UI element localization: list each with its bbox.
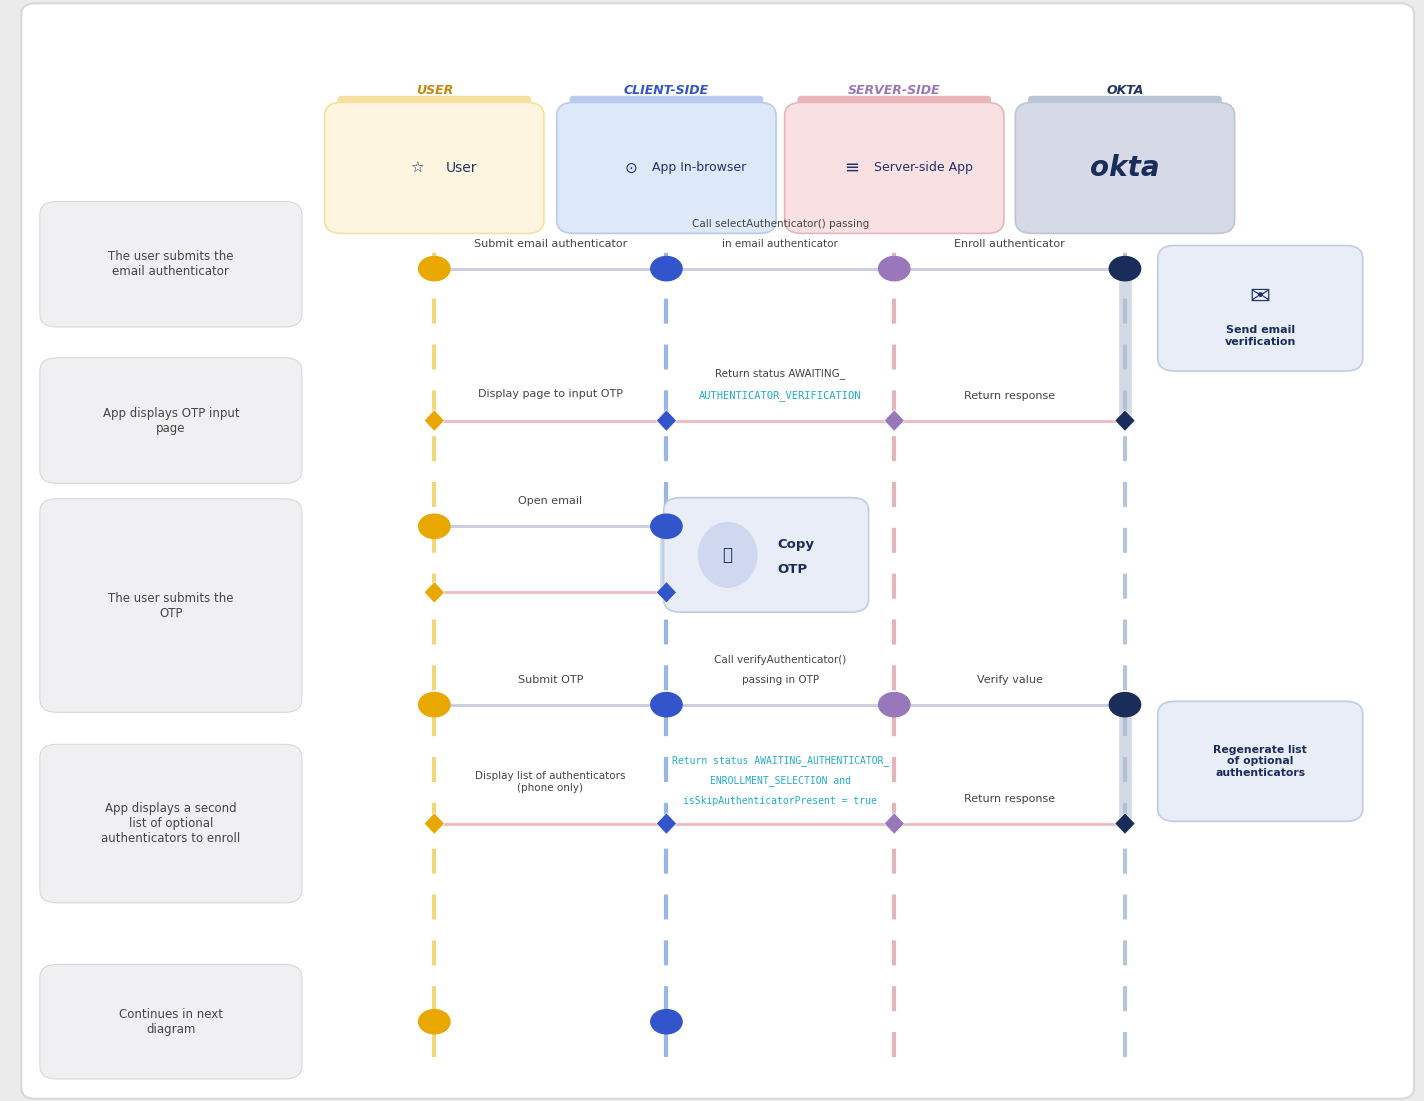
Text: The user submits the
email authenticator: The user submits the email authenticator <box>108 250 234 279</box>
Circle shape <box>419 693 450 717</box>
Polygon shape <box>656 410 676 432</box>
Text: Return status AWAITING_AUTHENTICATOR_: Return status AWAITING_AUTHENTICATOR_ <box>672 755 889 766</box>
Text: isSkipAuthenticatorPresent = true: isSkipAuthenticatorPresent = true <box>684 796 877 806</box>
Circle shape <box>651 257 682 281</box>
Circle shape <box>651 1010 682 1034</box>
FancyBboxPatch shape <box>1158 701 1363 821</box>
Text: ≡: ≡ <box>844 159 859 177</box>
FancyBboxPatch shape <box>1028 96 1222 113</box>
Text: CLIENT-SIDE: CLIENT-SIDE <box>624 84 709 97</box>
Circle shape <box>651 514 682 538</box>
Text: The user submits the
OTP: The user submits the OTP <box>108 591 234 620</box>
FancyBboxPatch shape <box>40 201 302 327</box>
Text: Submit OTP: Submit OTP <box>518 675 582 685</box>
Text: User: User <box>446 161 477 175</box>
Polygon shape <box>656 581 676 603</box>
Circle shape <box>419 257 450 281</box>
Text: App displays a second
list of optional
authenticators to enroll: App displays a second list of optional a… <box>101 802 241 846</box>
Text: Continues in next
diagram: Continues in next diagram <box>118 1007 224 1036</box>
Circle shape <box>879 693 910 717</box>
Text: Send email
verification: Send email verification <box>1225 325 1296 347</box>
FancyBboxPatch shape <box>40 499 302 712</box>
Text: okta: okta <box>1091 154 1159 182</box>
Text: in email authenticator: in email authenticator <box>722 239 839 249</box>
Circle shape <box>651 693 682 717</box>
Text: ⧉: ⧉ <box>722 546 733 564</box>
FancyBboxPatch shape <box>664 498 869 612</box>
Text: AUTHENTICATOR_VERIFICATION: AUTHENTICATOR_VERIFICATION <box>699 390 862 401</box>
Polygon shape <box>424 581 444 603</box>
FancyBboxPatch shape <box>325 102 544 233</box>
Text: Regenerate list
of optional
authenticators: Regenerate list of optional authenticato… <box>1213 744 1307 778</box>
Text: Return status AWAITING_: Return status AWAITING_ <box>715 368 846 379</box>
Polygon shape <box>1115 410 1135 432</box>
FancyBboxPatch shape <box>1015 102 1235 233</box>
Ellipse shape <box>698 522 758 588</box>
Text: Return response: Return response <box>964 391 1055 401</box>
FancyBboxPatch shape <box>40 964 302 1079</box>
FancyBboxPatch shape <box>40 358 302 483</box>
Circle shape <box>1109 693 1141 717</box>
Circle shape <box>419 514 450 538</box>
Text: Open email: Open email <box>518 497 582 506</box>
Text: Enroll authenticator: Enroll authenticator <box>954 239 1065 249</box>
Text: Server-side App: Server-side App <box>874 162 973 174</box>
Text: ☆: ☆ <box>410 161 424 175</box>
Polygon shape <box>1115 813 1135 835</box>
Text: OTP: OTP <box>778 564 807 577</box>
Text: App displays OTP input
page: App displays OTP input page <box>103 406 239 435</box>
Text: SERVER-SIDE: SERVER-SIDE <box>847 84 941 97</box>
Polygon shape <box>884 813 904 835</box>
Text: OKTA: OKTA <box>1106 84 1143 97</box>
Text: ⊙: ⊙ <box>625 161 637 175</box>
Text: Call selectAuthenticator() passing: Call selectAuthenticator() passing <box>692 219 869 229</box>
Text: Copy: Copy <box>778 537 815 550</box>
Text: Call verifyAuthenticator(): Call verifyAuthenticator() <box>715 655 846 665</box>
FancyBboxPatch shape <box>785 102 1004 233</box>
Circle shape <box>419 1010 450 1034</box>
FancyBboxPatch shape <box>557 102 776 233</box>
FancyBboxPatch shape <box>1158 246 1363 371</box>
Text: passing in OTP: passing in OTP <box>742 675 819 685</box>
FancyBboxPatch shape <box>40 744 302 903</box>
Text: Submit email authenticator: Submit email authenticator <box>474 239 627 249</box>
Circle shape <box>1109 257 1141 281</box>
FancyBboxPatch shape <box>797 96 991 113</box>
Circle shape <box>879 257 910 281</box>
Text: USER: USER <box>416 84 453 97</box>
Text: Display page to input OTP: Display page to input OTP <box>478 389 622 399</box>
Polygon shape <box>884 410 904 432</box>
FancyBboxPatch shape <box>337 96 531 113</box>
Polygon shape <box>424 813 444 835</box>
FancyBboxPatch shape <box>570 96 763 113</box>
Text: App In-browser: App In-browser <box>652 162 746 174</box>
FancyBboxPatch shape <box>21 3 1414 1099</box>
Text: Display list of authenticators
(phone only): Display list of authenticators (phone on… <box>476 771 625 793</box>
Text: Return response: Return response <box>964 794 1055 804</box>
Text: ENROLLMENT_SELECTION and: ENROLLMENT_SELECTION and <box>709 775 852 786</box>
Text: Verify value: Verify value <box>977 675 1042 685</box>
Polygon shape <box>656 813 676 835</box>
Text: ✉: ✉ <box>1250 284 1270 308</box>
Polygon shape <box>424 410 444 432</box>
